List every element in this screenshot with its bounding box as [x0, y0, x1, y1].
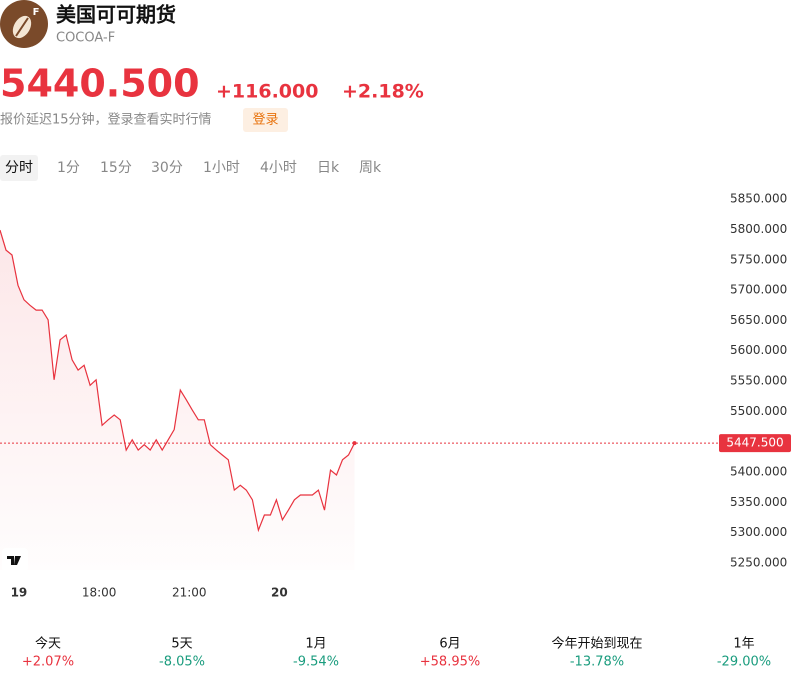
- period-change[interactable]: -9.54%: [293, 655, 339, 670]
- title: 美国可可期货: [56, 3, 176, 27]
- chart: 5250.0005300.0005350.0005400.0005450.000…: [0, 192, 791, 600]
- subtitle: COCOA-F: [56, 31, 115, 46]
- change-pct: +2.18%: [342, 81, 424, 103]
- tab-active-bg[interactable]: [0, 155, 38, 181]
- tab[interactable]: 1小时: [203, 160, 240, 176]
- period-change[interactable]: +58.95%: [420, 655, 480, 670]
- change: +116.000: [216, 81, 318, 103]
- price: 5440.500: [0, 62, 200, 106]
- login-text[interactable]: 登录: [252, 113, 278, 128]
- y-tick-label: 5800.000: [730, 222, 787, 236]
- x-tick-label: 18:00: [82, 586, 117, 600]
- performance: 今天 +2.07% 5天 -8.05% 1月 -9.54% 6月 +58.95% 今年开始到现在…: [22, 636, 771, 670]
- period-change[interactable]: -29.00%: [717, 655, 771, 670]
- period-change[interactable]: +2.07%: [22, 655, 74, 670]
- y-tick-label: 5250.000: [730, 555, 787, 569]
- period-label[interactable]: 今年开始到现在: [551, 636, 642, 652]
- period-label[interactable]: 1年: [733, 637, 754, 652]
- symbol-icon: F: [0, 0, 48, 48]
- x-tick-label: 19: [11, 586, 28, 600]
- area: [0, 230, 355, 570]
- y-tick-label: 5600.000: [730, 343, 787, 357]
- x-tick-label: 21:00: [172, 586, 207, 600]
- tab[interactable]: 分时: [5, 160, 33, 176]
- tab[interactable]: 15分: [100, 160, 132, 176]
- login-button[interactable]: 登录: [243, 108, 288, 132]
- last-price-label: 5447.500: [726, 436, 783, 450]
- y-tick-label: 5300.000: [730, 525, 787, 539]
- price-line: [0, 229, 356, 533]
- tab[interactable]: 30分: [151, 160, 183, 176]
- tabs: 分时 1分 15分 30分 1小时 4小时 日k 周k: [0, 155, 382, 181]
- period-change[interactable]: -8.05%: [159, 655, 205, 670]
- tv-logo: [2, 548, 28, 572]
- tab[interactable]: 日k: [317, 160, 340, 176]
- tab[interactable]: 4小时: [260, 160, 297, 176]
- y-tick-label: 5350.000: [730, 495, 787, 509]
- last-price-tag: [719, 434, 791, 453]
- period-label[interactable]: 1月: [305, 637, 326, 652]
- y-tick-label: 5850.000: [730, 192, 787, 206]
- tab[interactable]: 周k: [359, 160, 382, 176]
- y-tick-label: 5550.000: [730, 374, 787, 388]
- period-label[interactable]: 5天: [171, 637, 192, 652]
- x-tick-label: 20: [271, 586, 288, 600]
- icon-badge: F: [33, 7, 40, 18]
- y-tick-label: 5650.000: [730, 313, 787, 327]
- last-point: [352, 441, 357, 446]
- period-label[interactable]: 今天: [35, 636, 61, 652]
- period-label[interactable]: 6月: [439, 637, 460, 652]
- y-tick-label: 5700.000: [730, 283, 787, 297]
- y-tick-label: 5500.000: [730, 404, 787, 418]
- y-tick-label: 5750.000: [730, 252, 787, 266]
- tab[interactable]: 1分: [57, 160, 80, 176]
- period-change[interactable]: -13.78%: [570, 655, 624, 670]
- delay-note: 报价延迟15分钟，登录查看实时行情: [0, 112, 212, 128]
- y-tick-label: 5400.000: [730, 464, 787, 478]
- login-bg[interactable]: [243, 108, 288, 132]
